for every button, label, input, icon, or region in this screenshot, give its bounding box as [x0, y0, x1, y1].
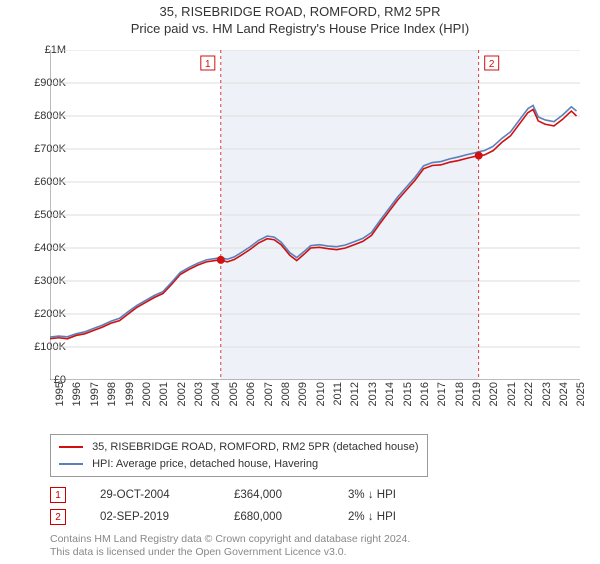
x-tick-label: 2010: [315, 382, 327, 422]
x-tick-label: 2014: [384, 382, 396, 422]
legend-swatch: [59, 463, 83, 465]
x-tick-label: 2022: [523, 382, 535, 422]
x-tick-label: 2006: [245, 382, 257, 422]
footer: Contains HM Land Registry data © Crown c…: [50, 533, 410, 560]
x-tick-label: 2008: [280, 382, 292, 422]
sale-price: £364,000: [234, 489, 324, 501]
footer-line: Contains HM Land Registry data © Crown c…: [50, 533, 410, 547]
x-tick-label: 2009: [297, 382, 309, 422]
x-tick-label: 2019: [471, 382, 483, 422]
legend-label: 35, RISEBRIDGE ROAD, ROMFORD, RM2 5PR (d…: [92, 441, 418, 453]
svg-text:2: 2: [489, 59, 495, 70]
sale-diff: 3% ↓ HPI: [348, 489, 396, 501]
x-tick-label: 2001: [158, 382, 170, 422]
chart-container: 35, RISEBRIDGE ROAD, ROMFORD, RM2 5PR Pr…: [0, 4, 600, 564]
sale-date: 29-OCT-2004: [100, 489, 210, 501]
legend-and-sales: 35, RISEBRIDGE ROAD, ROMFORD, RM2 5PR (d…: [50, 434, 580, 525]
x-tick-label: 2024: [558, 382, 570, 422]
x-tick-label: 2018: [454, 382, 466, 422]
legend-swatch: [59, 446, 83, 448]
sale-row: 2 02-SEP-2019 £680,000 2% ↓ HPI: [50, 509, 580, 525]
x-tick-label: 2021: [506, 382, 518, 422]
legend-item: 35, RISEBRIDGE ROAD, ROMFORD, RM2 5PR (d…: [59, 439, 419, 456]
sale-row: 1 29-OCT-2004 £364,000 3% ↓ HPI: [50, 487, 580, 503]
x-tick-label: 2016: [419, 382, 431, 422]
sale-date: 02-SEP-2019: [100, 511, 210, 523]
x-tick-label: 1998: [106, 382, 118, 422]
x-tick-label: 2023: [541, 382, 553, 422]
x-tick-label: 1997: [89, 382, 101, 422]
x-tick-label: 2000: [141, 382, 153, 422]
x-tick-label: 2007: [263, 382, 275, 422]
x-tick-label: 2013: [367, 382, 379, 422]
titles: 35, RISEBRIDGE ROAD, ROMFORD, RM2 5PR Pr…: [0, 4, 600, 36]
x-tick-label: 1999: [124, 382, 136, 422]
legend-box: 35, RISEBRIDGE ROAD, ROMFORD, RM2 5PR (d…: [50, 434, 428, 477]
chart-svg: 12: [50, 50, 580, 380]
legend-item: HPI: Average price, detached house, Have…: [59, 456, 419, 473]
x-tick-label: 2012: [349, 382, 361, 422]
x-tick-label: 2017: [436, 382, 448, 422]
x-tick-label: 2020: [488, 382, 500, 422]
x-tick-label: 2015: [402, 382, 414, 422]
title-subtitle: Price paid vs. HM Land Registry's House …: [0, 21, 600, 36]
svg-text:1: 1: [205, 59, 211, 70]
x-tick-label: 1995: [54, 382, 66, 422]
sale-price: £680,000: [234, 511, 324, 523]
legend-label: HPI: Average price, detached house, Have…: [92, 458, 318, 470]
x-tick-label: 2003: [193, 382, 205, 422]
footer-line: This data is licensed under the Open Gov…: [50, 546, 410, 560]
x-tick-label: 1996: [71, 382, 83, 422]
sale-marker: 2: [50, 509, 76, 525]
x-tick-label: 2002: [176, 382, 188, 422]
x-tick-label: 2011: [332, 382, 344, 422]
x-tick-label: 2025: [575, 382, 587, 422]
sale-diff: 2% ↓ HPI: [348, 511, 396, 523]
title-address: 35, RISEBRIDGE ROAD, ROMFORD, RM2 5PR: [0, 4, 600, 19]
sale-marker: 1: [50, 487, 76, 503]
x-tick-label: 2005: [228, 382, 240, 422]
x-tick-label: 2004: [210, 382, 222, 422]
